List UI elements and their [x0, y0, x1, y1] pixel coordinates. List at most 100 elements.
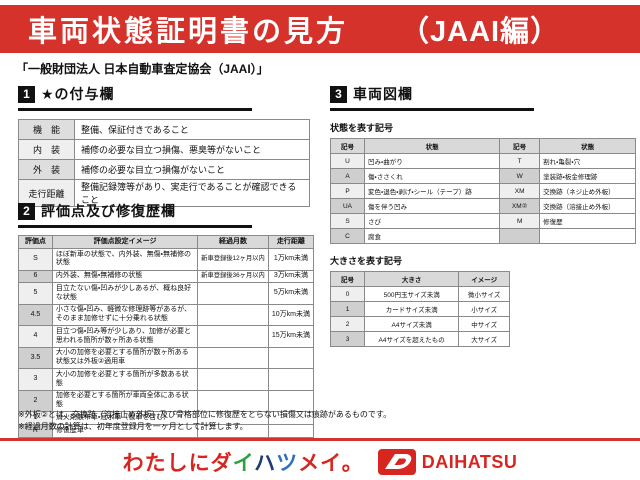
star-criteria-table: 機 能 整備、保証付きであること 内 装 補修の必要な目立つ損傷、悪臭等がないこ…: [18, 119, 310, 207]
months-cell: [197, 368, 269, 391]
table-row: 4 目立つ傷・凹み等が少しあり、加修が必要と思われる箇所が数ヶ所ある状態 15万…: [18, 325, 315, 348]
table-row: A 傷・ささくれ W 塗装跡・板金修理跡: [330, 168, 636, 184]
criteria-desc: 補修の必要な目立つ損傷、悪臭等がないこと: [74, 139, 310, 160]
table-row: 1 消火剤散布車・冠水車（雹車を含む）: [18, 411, 315, 425]
footnotes: ※外板②とは、交換跡（溶接止め外板）及び骨格部位に修復歴をとらない損傷又は痕跡が…: [18, 409, 391, 433]
state-cell: 変色・退色・剥げ・シール（テープ）跡: [363, 183, 501, 199]
criteria-label: 外 装: [18, 159, 75, 180]
red-divider: [0, 438, 640, 441]
table-row: UA 傷を伴う凹み XM② 交換跡（溶接止め外板）: [330, 198, 636, 214]
slogan-char: ハ: [254, 452, 277, 475]
symbol-cell: UA: [330, 198, 365, 214]
section-evaluation-scores: 2 評価点及び修復歴欄 評価点 評価点設定イメージ 経過月数 走行距離 S ほぼ…: [18, 201, 315, 438]
table-row: 走行距離 整備記録簿等があり、実走行であることが確認できること: [18, 179, 310, 207]
state-cell: 腐食: [363, 228, 501, 244]
table-header-row: 評価点 評価点設定イメージ 経過月数 走行距離: [18, 235, 315, 249]
symbol-cell: P: [330, 183, 365, 199]
symbol-cell: XM②: [499, 198, 541, 214]
table-row: U 凹み・曲がり T 割れ・亀裂・穴: [330, 153, 636, 169]
symbol-cell: U: [330, 153, 365, 169]
months-cell: [197, 346, 269, 370]
desc-cell: ほぼ新車の状態で、内外装、無傷・無補修の状態: [51, 248, 199, 271]
km-cell: 5万km未満: [267, 282, 315, 305]
slogan-char: わ: [122, 452, 145, 475]
table-header-row: 記号 状態 記号 状態: [330, 138, 636, 154]
slogan-char: ダ: [210, 452, 233, 475]
desc-cell: 小さな傷・凹み、軽微な修理跡等があるが、そのまま加修せずに十分乗れる状態: [51, 303, 199, 327]
column-header: 記号: [499, 138, 541, 154]
state-cell: 修復歴: [539, 213, 636, 229]
brand-wordmark: DAIHATSU: [421, 451, 518, 472]
state-cell: 塗装跡・板金修理跡: [539, 168, 636, 184]
section1-header: 1 ★の付与欄: [18, 84, 252, 111]
km-cell: 10万km未満: [267, 303, 315, 327]
slogan-char: し: [166, 452, 189, 475]
score-cell: 5: [18, 282, 53, 305]
score-cell: S: [18, 248, 53, 271]
column-header: イメージ: [458, 271, 510, 287]
symbol-cell: A: [330, 168, 365, 184]
state-cell: 傷・ささくれ: [363, 168, 501, 184]
state-cell: 交換跡（ネジ止め外板）: [539, 183, 636, 199]
section3-title: 車両図欄: [353, 86, 413, 102]
desc-cell: 加修を必要とする箇所が車両全体にある状態: [51, 389, 199, 413]
criteria-desc: 整備、保証付きであること: [74, 119, 310, 140]
size-cell: A4サイズを超えたもの: [363, 331, 460, 347]
section3-number-badge: 3: [330, 85, 347, 103]
column-header: 大きさ: [363, 271, 460, 287]
section3-header: 3 車両図欄: [330, 84, 534, 111]
score-cell: 1: [18, 411, 53, 425]
table-row: C 腐食: [330, 228, 636, 244]
slogan-char: 。: [341, 452, 364, 475]
section2-title: 評価点及び修復歴欄: [41, 203, 176, 219]
km-cell: 3万km未満: [267, 269, 315, 284]
column-header: 記号: [330, 138, 365, 154]
section1-title: ★の付与欄: [41, 86, 115, 102]
km-cell: [267, 346, 315, 370]
score-cell: 2: [18, 389, 53, 413]
section1-number-badge: 1: [18, 85, 35, 103]
km-cell: 15万km未満: [267, 325, 315, 348]
desc-cell: 目立たない傷・凹みが少しあるが、概ね良好な状態: [51, 282, 199, 305]
score-cell: 4.5: [18, 303, 53, 327]
column-header: 走行距離: [267, 235, 315, 249]
state-cell: 割れ・亀裂・穴: [539, 153, 636, 169]
organization-line: 「一般財団法人 日本自動車査定協会（JAAI）」: [16, 62, 269, 76]
size-cell: カードサイズ未満: [363, 301, 460, 317]
table-row: 3.5 大小の加修を必要とする箇所が数ヶ所ある状態又は外板②適用車: [18, 346, 315, 370]
size-cell: 500円玉サイズ未満: [363, 286, 460, 302]
state-cell: 傷を伴う凹み: [363, 198, 501, 214]
size-symbols-table: 記号 大きさ イメージ 0 500円玉サイズ未満 微小サイズ 1 カードサイズ未…: [330, 271, 510, 347]
table-row: 0 500円玉サイズ未満 微小サイズ: [330, 286, 510, 302]
daihatsu-emblem: DAIHATSU: [377, 449, 518, 475]
column-header: 評価点設定イメージ: [51, 235, 199, 249]
months-cell: 新車登録後12ヶ月以内: [197, 248, 269, 271]
image-cell: 大サイズ: [458, 331, 510, 347]
table-header-row: 記号 大きさ イメージ: [330, 271, 510, 287]
slogan-char: メ: [298, 452, 321, 475]
criteria-desc: 補修の必要な目立つ損傷がないこと: [74, 159, 310, 180]
footnote-line: ※経過月数の計算は、初年度登録月を一ヶ月として計算します。: [18, 422, 248, 431]
km-cell: [267, 368, 315, 391]
symbol-cell: 1: [330, 301, 365, 317]
symbol-cell: T: [499, 153, 541, 169]
score-cell: R: [18, 424, 53, 438]
symbol-cell: S: [330, 213, 365, 229]
page-title: 車両状態証明書の見方: [28, 16, 349, 48]
score-cell: 3.5: [18, 346, 53, 370]
table-row: S ほぼ新車の状態で、内外装、無傷・無補修の状態 新車登録後12ヶ月以内 1万k…: [18, 248, 315, 271]
table-row: R 修復歴車: [18, 424, 315, 438]
column-header: 状態: [363, 138, 501, 154]
table-row: P 変色・退色・剥げ・シール（テープ）跡 XM 交換跡（ネジ止め外板）: [330, 183, 636, 199]
slogan-char: ツ: [276, 452, 299, 475]
criteria-label: 内 装: [18, 139, 75, 160]
km-cell: [267, 424, 315, 438]
symbol-cell: [499, 228, 541, 244]
evaluation-score-table: 評価点 評価点設定イメージ 経過月数 走行距離 S ほぼ新車の状態で、内外装、無…: [18, 235, 315, 438]
table-row: 2 A4サイズ未満 中サイズ: [330, 316, 510, 332]
table-row: 6 内外装、無傷・無補修の状態 新車登録後36ヶ月以内 3万km未満: [18, 269, 315, 284]
table-row: 機 能 整備、保証付きであること: [18, 119, 310, 140]
image-cell: 微小サイズ: [458, 286, 510, 302]
months-cell: [197, 282, 269, 305]
slogan-logo: わたしにダイハツメイ。: [123, 447, 364, 477]
